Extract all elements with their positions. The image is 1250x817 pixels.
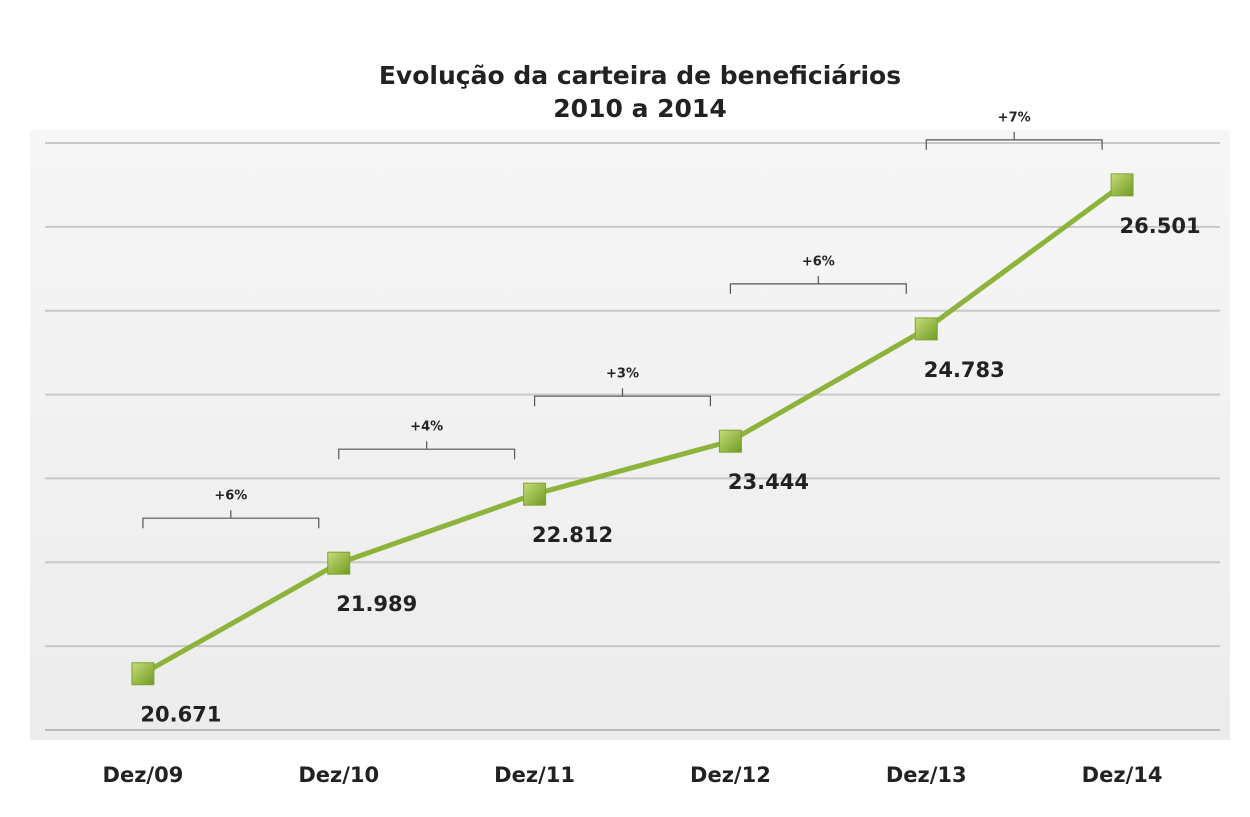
marker [131, 662, 155, 686]
x-tick-label: Dez/12 [690, 763, 771, 787]
marker [1110, 173, 1134, 197]
data-label: 24.783 [924, 358, 1005, 382]
x-tick-label: Dez/11 [494, 763, 575, 787]
marker [914, 317, 938, 341]
bracket [729, 275, 907, 294]
x-tick-label: Dez/09 [103, 763, 184, 787]
marker [718, 429, 742, 453]
bracket [925, 131, 1103, 150]
data-label: 22.812 [532, 523, 613, 547]
x-tick-label: Dez/13 [886, 763, 967, 787]
chart-subtitle: 2010 a 2014 [553, 94, 726, 123]
line [141, 182, 1124, 676]
annotation: +3% [606, 367, 639, 382]
bracket [533, 388, 712, 407]
bracket [142, 510, 320, 529]
annotation: +4% [410, 420, 443, 435]
annotation: +6% [802, 254, 835, 269]
bracket [338, 441, 516, 460]
data-label: 21.989 [336, 592, 417, 616]
annotation: +7% [998, 110, 1031, 125]
x-tick-label: Dez/14 [1082, 763, 1163, 787]
data-label: 20.671 [140, 703, 221, 727]
chart-title: Evolução da carteira de beneficiários [379, 61, 901, 90]
annotation: +6% [214, 489, 247, 504]
data-label: 26.501 [1120, 214, 1201, 238]
data-label: 23.444 [728, 470, 809, 494]
marker [523, 482, 547, 506]
plot-background [30, 130, 1230, 740]
marker [327, 551, 351, 575]
x-tick-label: Dez/10 [298, 763, 379, 787]
